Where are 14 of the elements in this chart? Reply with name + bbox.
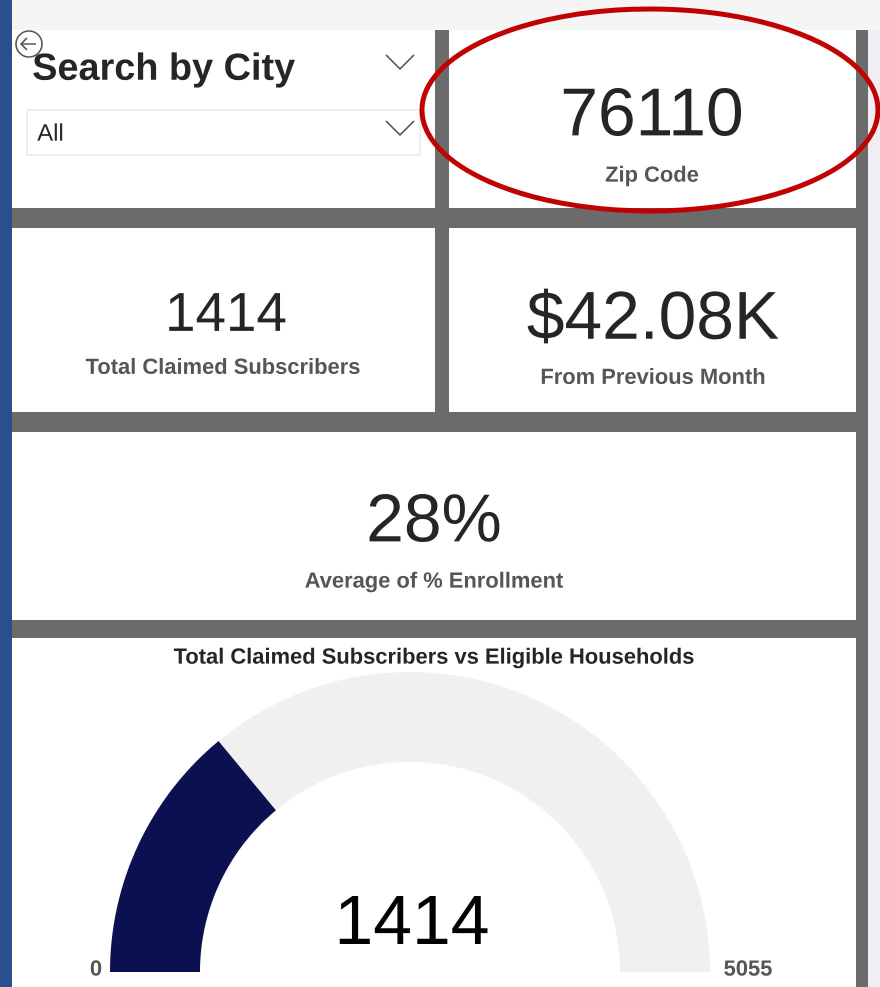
text: All [37, 123, 62, 141]
text: Total Claimed Subscribers [86, 358, 360, 374]
text: Average of % Enrollment [305, 572, 564, 592]
text: From Previous Month [542, 368, 764, 384]
text: Zip Code [606, 166, 698, 186]
text: 0 [90, 960, 102, 976]
chart-title: Total Claimed Subscribers vs Eligible Households [174, 648, 694, 668]
text: 76110 [564, 88, 741, 136]
text: 1414 [340, 896, 488, 944]
text: Search by City [33, 52, 295, 88]
text: 1414 [169, 293, 286, 331]
text: 5055 [724, 960, 772, 976]
text: 28% [370, 494, 500, 542]
text: $42.08K [528, 288, 778, 344]
